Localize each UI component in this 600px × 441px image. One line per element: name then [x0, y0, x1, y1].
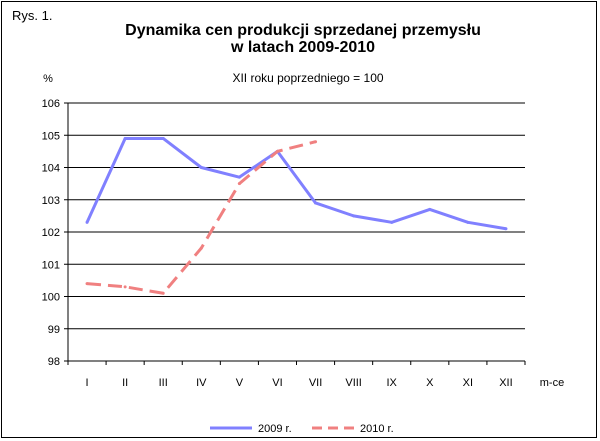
x-axis-unit-label: m-ce: [540, 377, 564, 389]
x-tick-label: V: [236, 377, 244, 389]
x-tick-label: XI: [463, 377, 473, 389]
series-1-point: [428, 207, 432, 211]
series-1-point: [390, 220, 394, 224]
y-axis-unit-label: %: [43, 73, 53, 85]
series-2-point: [199, 246, 203, 250]
series-1-point: [123, 136, 127, 140]
y-tick-label: 98: [48, 356, 60, 368]
y-tick-label: 104: [42, 163, 60, 175]
y-tick-labels: 98 99 100 101 102 103 104 105 106: [42, 98, 60, 368]
y-tick-label: 101: [42, 259, 60, 271]
series-2-point: [85, 282, 89, 286]
chart-title-line2: w latach 2009-2010: [230, 39, 375, 56]
y-tick-label: 100: [42, 292, 60, 304]
x-tick-label: II: [122, 377, 128, 389]
y-tick-label: 106: [42, 98, 60, 110]
x-tick-label: IX: [387, 377, 398, 389]
x-tick-label: I: [86, 377, 89, 389]
x-tick-label: III: [159, 377, 168, 389]
series-2-point: [314, 140, 318, 144]
series-1-point: [199, 166, 203, 169]
series-lines: [85, 136, 508, 295]
series-1-point: [352, 214, 356, 218]
figure-label: Rys. 1.: [12, 8, 52, 23]
series-2-point: [161, 291, 165, 295]
x-tick-label: VI: [272, 377, 282, 389]
series-1-point: [237, 175, 241, 179]
series-line-2: [86, 140, 316, 295]
x-tick-label: X: [426, 377, 434, 389]
series-1-point: [504, 227, 508, 231]
gridlines: [68, 102, 525, 330]
series-2-point: [237, 182, 241, 186]
series-2-point: [275, 149, 279, 153]
chart-subtitle: XII roku poprzedniego = 100: [232, 71, 383, 85]
chart-title: Dynamika cen produkcji sprzedanej przemy…: [125, 22, 481, 39]
series-1-point: [466, 220, 470, 224]
series-1-point: [161, 136, 165, 140]
y-tick-label: 103: [42, 195, 60, 207]
series-line-1: [85, 136, 507, 231]
legend: 2009 r. 2010 r.: [210, 423, 394, 435]
series-1-point: [314, 201, 318, 205]
x-tick-labels: I II III IV V VI VII VIII IX X XI XII: [86, 377, 513, 389]
y-tick-label: 99: [48, 324, 60, 336]
x-tick-label: IV: [196, 377, 207, 389]
y-tick-label: 102: [42, 227, 60, 239]
legend-label-1: 2009 r.: [258, 423, 292, 435]
axes: [64, 102, 526, 365]
x-tick-label: XII: [499, 377, 512, 389]
x-tick-label: VIII: [345, 377, 362, 389]
x-tick-label: VII: [309, 377, 322, 389]
series-2-point: [123, 285, 127, 289]
y-tick-label: 105: [42, 130, 60, 142]
legend-label-2: 2010 r.: [360, 423, 394, 435]
series-1-point: [85, 220, 89, 224]
